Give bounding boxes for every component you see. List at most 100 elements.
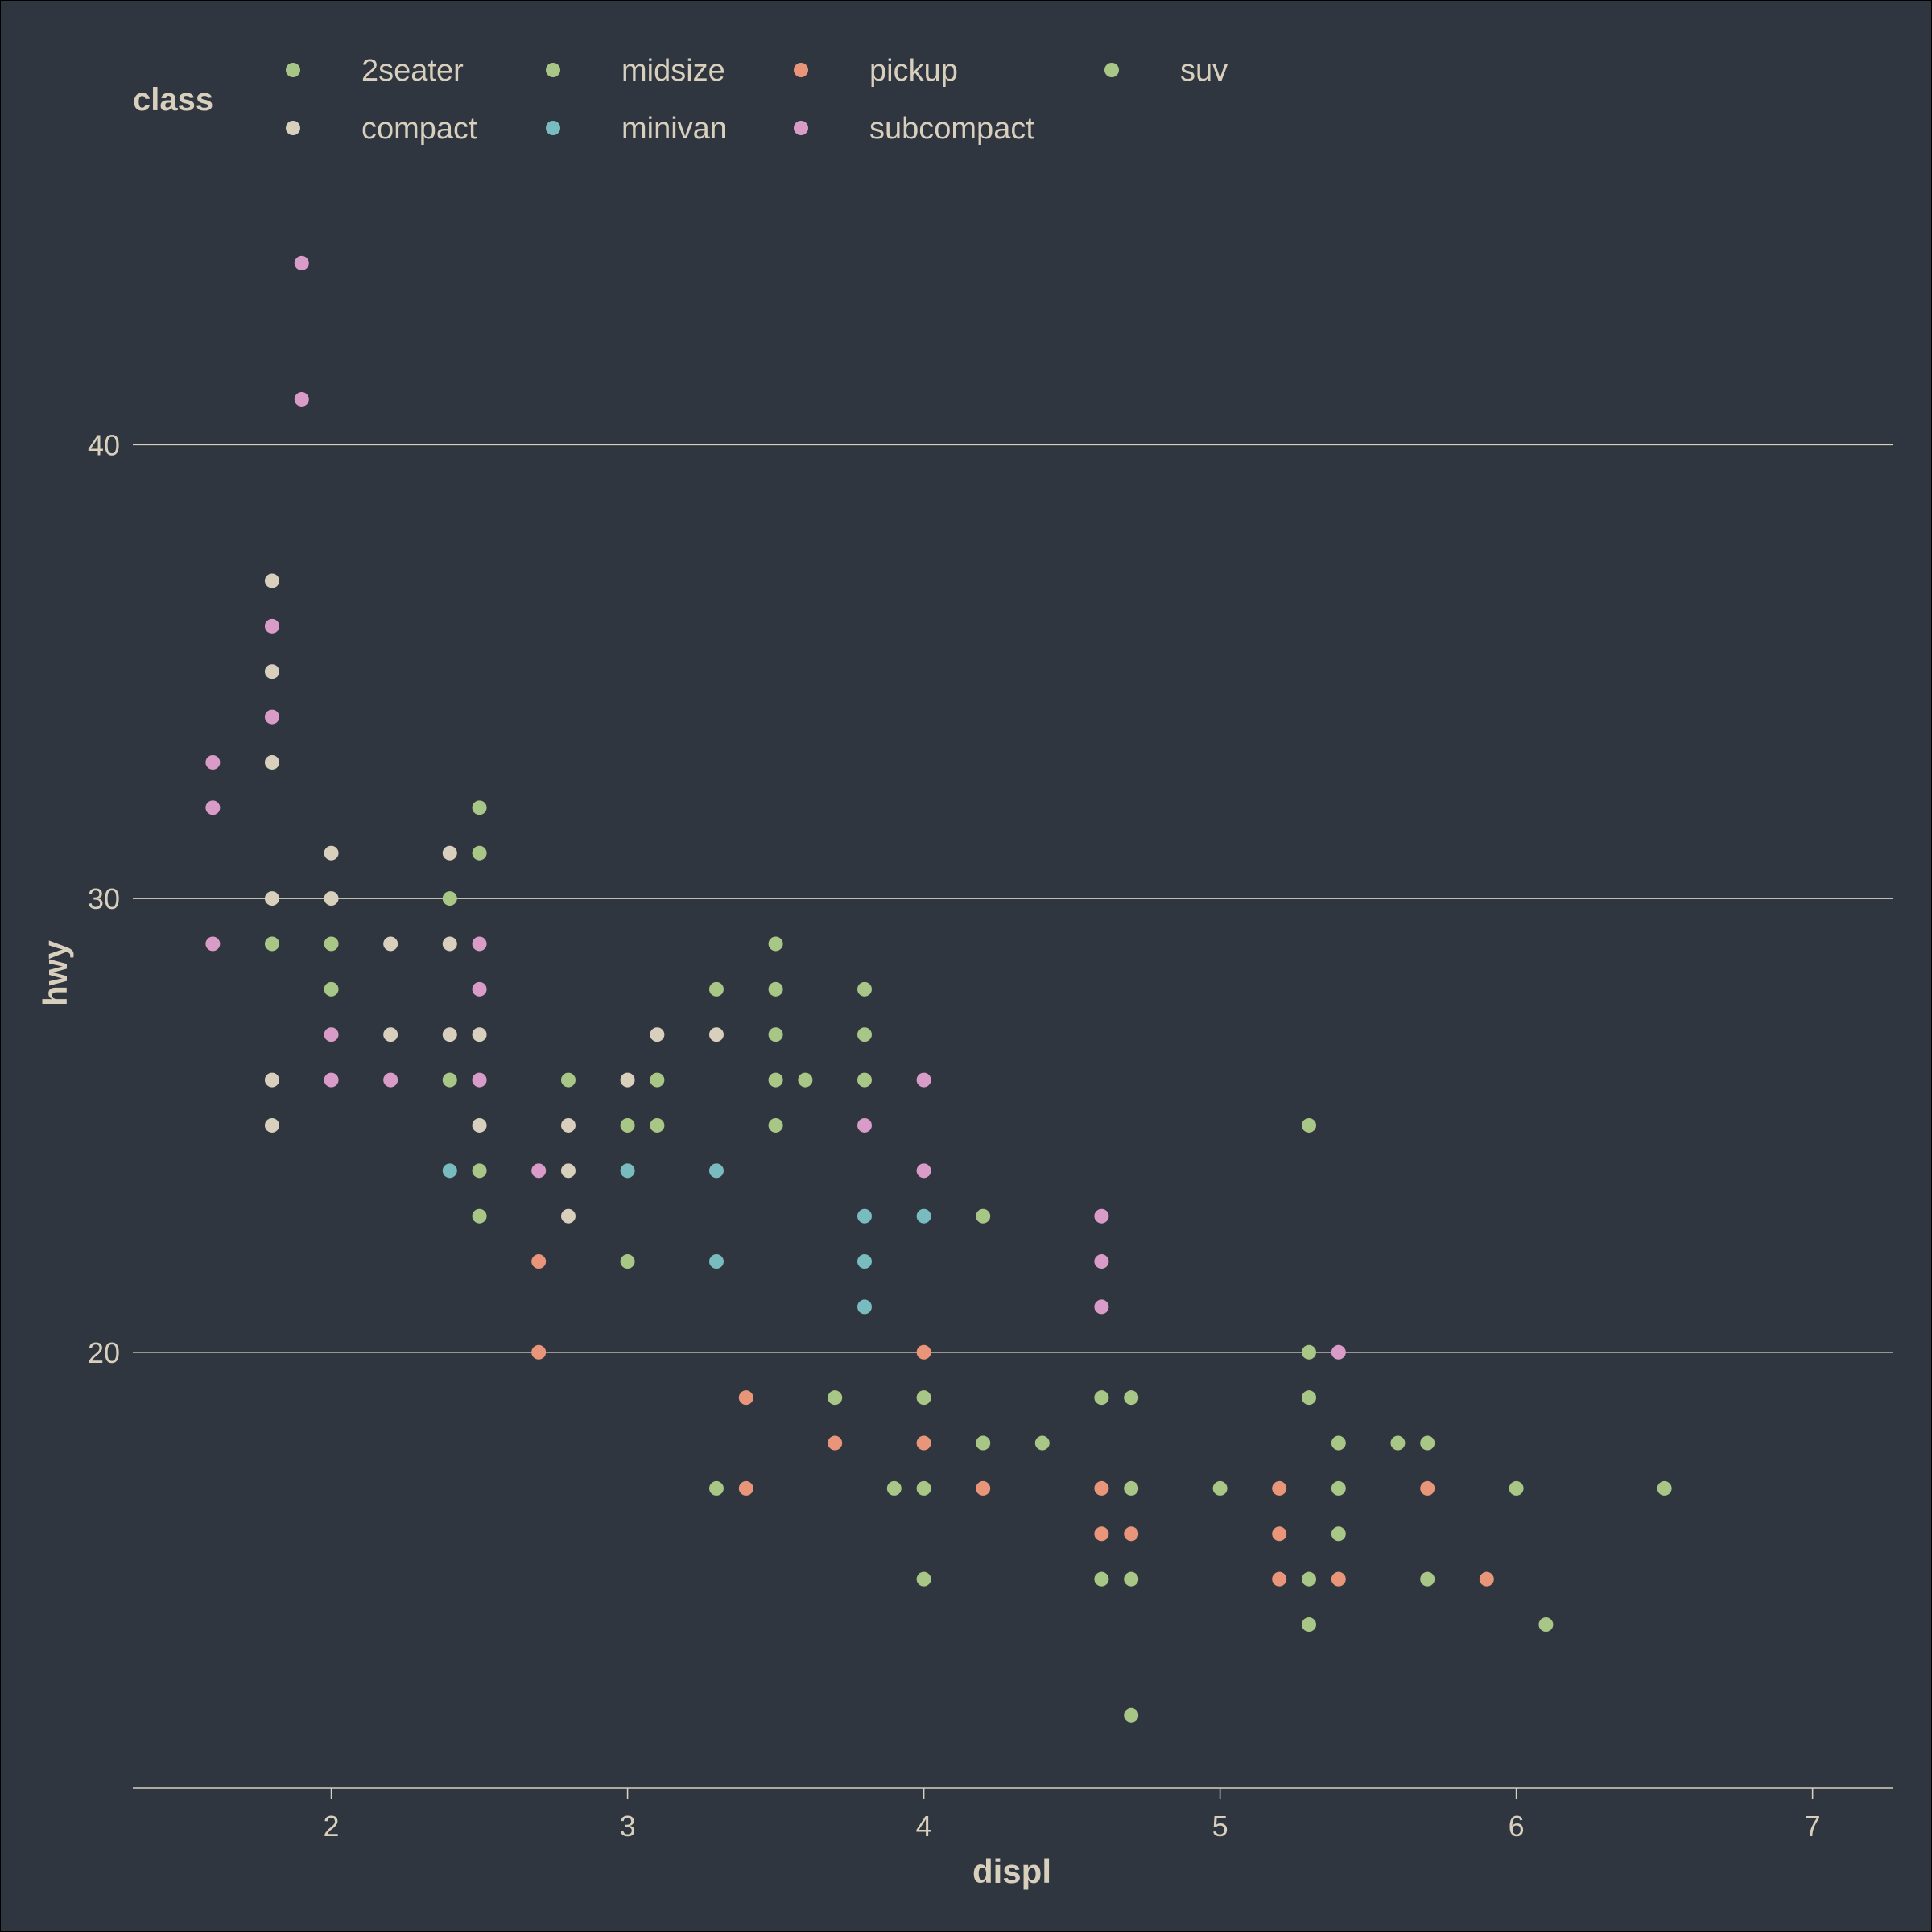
legend-title: class xyxy=(133,82,213,118)
data-point-midsize xyxy=(708,981,724,997)
data-point-compact xyxy=(383,1027,398,1042)
data-points xyxy=(205,255,1672,1723)
data-point-compact xyxy=(264,1117,279,1133)
data-point-midsize xyxy=(264,936,279,952)
data-point-subcompact xyxy=(205,754,221,770)
x-tick-label: 5 xyxy=(1212,1810,1228,1843)
data-point-subcompact xyxy=(294,255,309,270)
data-point-suv xyxy=(1302,1117,1317,1133)
data-point-minivan xyxy=(620,1163,635,1179)
legend-label-compact: compact xyxy=(361,112,477,146)
y-tick-label: 30 xyxy=(88,882,120,915)
data-point-compact xyxy=(472,1117,487,1133)
data-point-suv xyxy=(916,1480,931,1496)
y-tick-label: 40 xyxy=(88,428,120,461)
data-point-subcompact xyxy=(1094,1254,1109,1269)
data-point-suv xyxy=(857,1027,872,1042)
data-point-suv xyxy=(1302,1617,1317,1633)
data-point-suv xyxy=(976,1435,991,1451)
data-point-suv xyxy=(1538,1617,1554,1633)
data-point-minivan xyxy=(857,1208,872,1224)
data-point-midsize xyxy=(768,1072,783,1088)
data-point-suv xyxy=(857,1072,872,1088)
legend-key-2seater xyxy=(286,63,300,77)
data-point-midsize xyxy=(650,1072,665,1088)
legend-key-compact xyxy=(286,121,300,135)
data-point-suv xyxy=(1420,1435,1435,1451)
data-point-midsize xyxy=(442,891,457,906)
data-point-midsize xyxy=(620,1117,635,1133)
data-point-midsize xyxy=(472,1208,487,1224)
legend-key-subcompact xyxy=(794,121,808,135)
data-point-compact xyxy=(472,1027,487,1042)
data-point-compact xyxy=(560,1163,576,1179)
data-point-suv xyxy=(1124,1707,1139,1723)
data-point-minivan xyxy=(708,1163,724,1179)
data-point-midsize xyxy=(620,1254,635,1269)
data-point-midsize xyxy=(472,1163,487,1179)
legend-key-pickup xyxy=(794,63,808,77)
data-point-compact xyxy=(383,936,398,952)
x-axis-title: displ xyxy=(972,1852,1051,1890)
data-point-suv xyxy=(1124,1390,1139,1406)
data-point-midsize xyxy=(560,1072,576,1088)
data-point-compact xyxy=(264,664,279,679)
data-point-subcompact xyxy=(324,1072,339,1088)
legend-key-midsize xyxy=(546,63,560,77)
data-point-compact xyxy=(264,754,279,770)
data-point-midsize xyxy=(650,1117,665,1133)
data-point-subcompact xyxy=(916,1072,931,1088)
data-point-subcompact xyxy=(1094,1208,1109,1224)
legend-label-midsize: midsize xyxy=(621,54,725,88)
data-point-suv xyxy=(1094,1390,1109,1406)
data-point-compact xyxy=(560,1117,576,1133)
y-tick-label: 20 xyxy=(88,1336,120,1369)
data-point-minivan xyxy=(857,1299,872,1315)
data-point-pickup xyxy=(1272,1526,1287,1542)
data-point-pickup xyxy=(531,1344,547,1360)
grid-lines xyxy=(133,444,1893,1353)
x-tick-label: 2 xyxy=(324,1810,340,1843)
data-point-subcompact xyxy=(472,1072,487,1088)
data-point-suv xyxy=(708,1480,724,1496)
legend: class 2seater compact midsize minivan pickup… xyxy=(133,54,1228,146)
legend-key-minivan xyxy=(546,121,560,135)
data-point-suv xyxy=(1390,1435,1406,1451)
data-point-subcompact xyxy=(472,936,487,952)
x-tick-label: 6 xyxy=(1509,1810,1525,1843)
data-point-compact xyxy=(560,1208,576,1224)
data-point-subcompact xyxy=(1094,1299,1109,1315)
data-point-pickup xyxy=(1420,1480,1435,1496)
data-point-suv xyxy=(1124,1480,1139,1496)
data-point-pickup xyxy=(1272,1480,1287,1496)
data-point-midsize xyxy=(324,981,339,997)
data-point-subcompact xyxy=(916,1163,931,1179)
data-point-suv xyxy=(1302,1390,1317,1406)
data-point-suv xyxy=(976,1208,991,1224)
legend-label-suv: suv xyxy=(1180,54,1228,88)
data-point-midsize xyxy=(768,1117,783,1133)
data-point-pickup xyxy=(916,1344,931,1360)
data-point-compact xyxy=(264,1072,279,1088)
legend-label-pickup: pickup xyxy=(869,54,958,88)
data-point-subcompact xyxy=(205,800,221,815)
data-point-compact xyxy=(708,1027,724,1042)
data-point-subcompact xyxy=(857,1117,872,1133)
data-point-compact xyxy=(650,1027,665,1042)
data-point-midsize xyxy=(768,936,783,952)
data-point-midsize xyxy=(472,845,487,861)
data-point-suv xyxy=(1034,1435,1050,1451)
data-point-pickup xyxy=(1094,1526,1109,1542)
data-point-subcompact xyxy=(294,391,309,407)
data-point-suv xyxy=(1302,1571,1317,1587)
x-axis: 2 3 4 5 6 7 xyxy=(133,1787,1893,1843)
data-point-suv xyxy=(916,1390,931,1406)
y-axis: 20 30 40 xyxy=(88,428,120,1368)
data-point-subcompact xyxy=(324,1027,339,1042)
data-point-midsize xyxy=(324,936,339,952)
data-point-midsize xyxy=(472,800,487,815)
data-point-compact xyxy=(324,891,339,906)
data-point-midsize xyxy=(798,1072,813,1088)
